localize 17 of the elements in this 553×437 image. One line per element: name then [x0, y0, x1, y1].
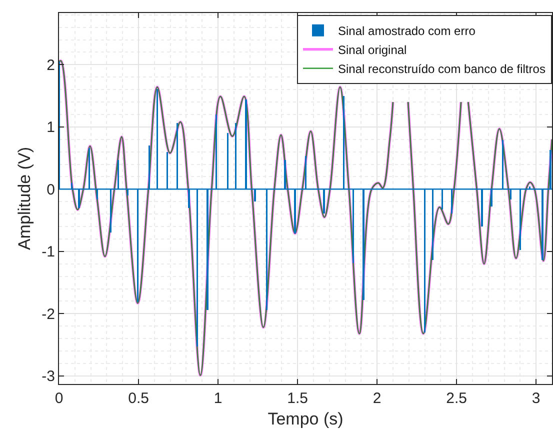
- x-tick-label: 1.5: [287, 390, 308, 407]
- legend-label: Sinal original: [338, 43, 407, 58]
- x-axis-title: Tempo (s): [268, 409, 344, 428]
- x-tick-label: 0.5: [128, 390, 149, 407]
- y-tick-label: -3: [42, 368, 55, 386]
- x-tick-label: 1: [214, 390, 222, 407]
- legend-label: Sinal amostrado com erro: [338, 24, 476, 38]
- x-tick-label: 2: [372, 390, 382, 407]
- y-axis-title: Amplitude (V): [15, 147, 34, 250]
- y-tick-label: -2: [42, 306, 55, 323]
- y-tick-label: 2: [46, 56, 55, 74]
- x-tick-label: 2.5: [446, 390, 468, 407]
- y-tick-label: 1: [46, 119, 55, 136]
- legend-label: Sinal reconstruído com banco de filtros: [338, 62, 546, 76]
- x-tick-label: 3: [532, 390, 540, 407]
- y-tick-label: -1: [42, 244, 55, 261]
- y-tick-label: 0: [46, 181, 55, 198]
